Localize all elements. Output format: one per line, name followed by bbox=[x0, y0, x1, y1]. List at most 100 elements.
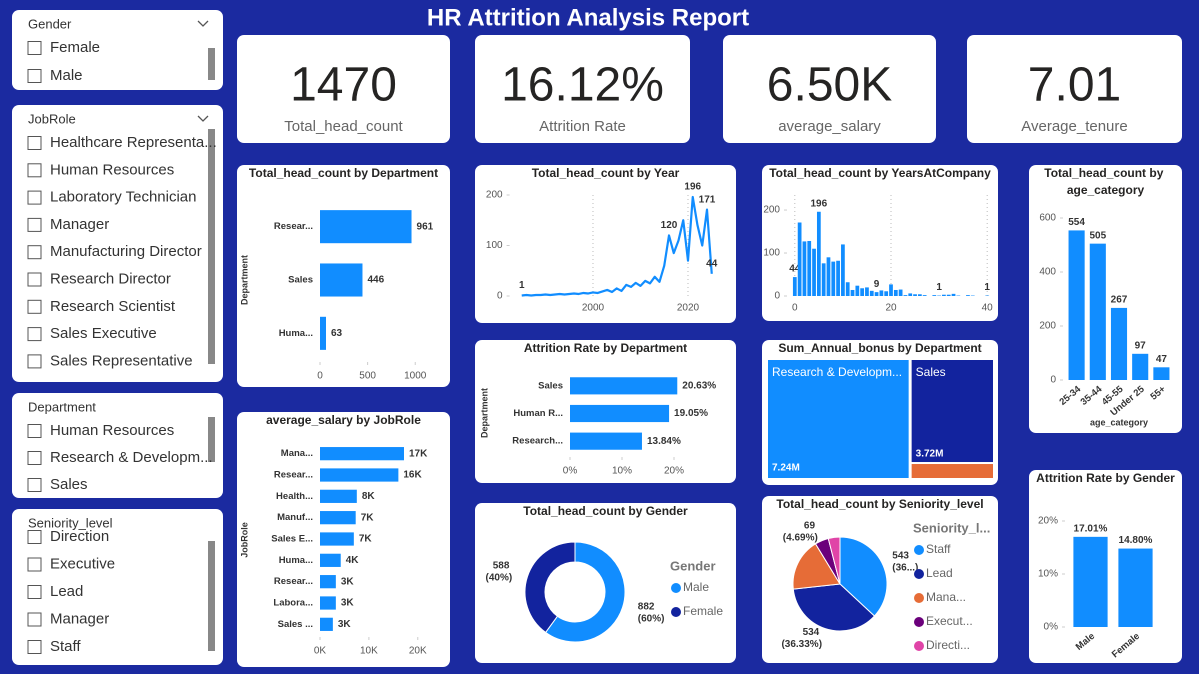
slicer-item[interactable]: Male bbox=[50, 67, 83, 84]
scrollbar[interactable] bbox=[208, 129, 215, 364]
bar bbox=[942, 294, 946, 296]
scrollbar[interactable] bbox=[208, 541, 215, 651]
checkbox[interactable] bbox=[27, 190, 42, 205]
checkbox[interactable] bbox=[27, 557, 42, 572]
tile-value: 7.24M bbox=[772, 463, 800, 474]
legend-label[interactable]: Male bbox=[683, 580, 709, 594]
slicer-item[interactable]: Executive bbox=[50, 555, 115, 572]
legend-label[interactable]: Lead bbox=[926, 566, 953, 580]
y-tick-label: 100 bbox=[486, 240, 503, 251]
bar bbox=[320, 511, 356, 525]
legend-swatch[interactable] bbox=[914, 545, 924, 555]
y-tick-label: Resear... bbox=[274, 576, 313, 587]
y-tick-label: Manuf... bbox=[277, 512, 313, 523]
checkbox[interactable] bbox=[27, 69, 42, 83]
y-tick-label: Sales E... bbox=[271, 534, 313, 545]
slicer-item[interactable]: Staff bbox=[50, 638, 81, 655]
kpi-value: 7.01 bbox=[1028, 59, 1121, 112]
checkbox[interactable] bbox=[27, 163, 42, 178]
scrollbar[interactable] bbox=[208, 417, 215, 462]
bar bbox=[812, 248, 816, 296]
checkbox[interactable] bbox=[27, 354, 42, 369]
x-tick-label: 20 bbox=[885, 303, 897, 314]
legend-swatch[interactable] bbox=[671, 583, 681, 593]
legend-swatch[interactable] bbox=[914, 617, 924, 627]
checkbox[interactable] bbox=[27, 530, 42, 544]
bar bbox=[826, 257, 831, 296]
legend-label[interactable]: Mana... bbox=[926, 590, 966, 604]
checkbox[interactable] bbox=[27, 136, 42, 150]
checkbox[interactable] bbox=[27, 451, 42, 465]
slicer-item[interactable]: Human Resources bbox=[50, 422, 174, 439]
bar bbox=[889, 284, 893, 296]
legend-label[interactable]: Execut... bbox=[926, 614, 973, 628]
checkbox[interactable] bbox=[27, 585, 42, 599]
kpi-card bbox=[967, 35, 1182, 143]
slicer-item[interactable]: Lead bbox=[50, 583, 83, 600]
data-label: 3K bbox=[341, 598, 355, 609]
y-tick-label: 200 bbox=[763, 205, 780, 216]
checkbox[interactable] bbox=[27, 217, 42, 232]
legend-swatch[interactable] bbox=[914, 641, 924, 651]
slicer-item[interactable]: Human Resources bbox=[50, 161, 174, 178]
y-axis-label: JobRole bbox=[239, 522, 249, 558]
y-tick-label: 600 bbox=[1039, 213, 1056, 224]
bar bbox=[570, 404, 670, 423]
checkbox[interactable] bbox=[27, 299, 42, 314]
legend-label[interactable]: Directi... bbox=[926, 638, 970, 652]
slicer-item[interactable]: Laboratory Technician bbox=[50, 189, 196, 206]
slicer-item[interactable]: Manager bbox=[50, 610, 109, 627]
bar bbox=[320, 316, 326, 350]
chevron-icon[interactable] bbox=[197, 20, 209, 27]
chart-title: Total_head_count by YearsAtCompany bbox=[769, 166, 991, 180]
legend-label[interactable]: Staff bbox=[926, 542, 951, 556]
slicer-item[interactable]: Sales Executive bbox=[50, 325, 157, 342]
bar bbox=[821, 263, 826, 296]
kpi-card bbox=[475, 35, 690, 143]
slicer-item[interactable]: Female bbox=[50, 39, 100, 56]
checkbox[interactable] bbox=[27, 41, 42, 55]
checkbox[interactable] bbox=[27, 424, 42, 438]
data-label: 171 bbox=[699, 194, 716, 205]
slicer-panel bbox=[12, 105, 223, 382]
slicer-item[interactable]: Manager bbox=[50, 216, 109, 233]
chart-title: Total_head_count by Department bbox=[249, 166, 438, 180]
bar bbox=[1132, 353, 1149, 380]
kpi-value: 6.50K bbox=[767, 59, 892, 112]
scrollbar[interactable] bbox=[208, 48, 215, 80]
slicer-item[interactable]: Sales bbox=[50, 476, 88, 493]
checkbox[interactable] bbox=[27, 327, 42, 342]
data-label: 554 bbox=[1068, 217, 1085, 228]
chevron-icon[interactable] bbox=[197, 115, 209, 122]
x-tick-label: 2000 bbox=[582, 303, 605, 314]
checkbox[interactable] bbox=[27, 272, 42, 287]
bar bbox=[320, 210, 412, 244]
bar bbox=[570, 377, 678, 395]
slicer-item[interactable]: Research Scientist bbox=[50, 298, 176, 315]
legend-label[interactable]: Female bbox=[683, 604, 723, 618]
slicer-item[interactable]: Sales Representative bbox=[50, 352, 193, 369]
legend-swatch[interactable] bbox=[914, 593, 924, 603]
checkbox[interactable] bbox=[27, 640, 42, 654]
y-tick-label: Resear... bbox=[274, 221, 313, 232]
slicer-item[interactable]: Healthcare Representa... bbox=[50, 134, 217, 151]
slicer-item[interactable]: Research & Developm... bbox=[50, 449, 213, 466]
x-tick-label: 0 bbox=[317, 371, 323, 382]
kpi-label: Average_tenure bbox=[1021, 118, 1127, 135]
bar bbox=[320, 489, 357, 503]
checkbox[interactable] bbox=[27, 612, 42, 627]
slicer-item[interactable]: Research Director bbox=[50, 270, 171, 287]
checkbox[interactable] bbox=[27, 478, 42, 492]
legend-swatch[interactable] bbox=[914, 569, 924, 579]
slicer-item[interactable]: Direction bbox=[50, 528, 109, 545]
bar bbox=[879, 290, 884, 296]
legend-swatch[interactable] bbox=[671, 607, 681, 617]
slice bbox=[792, 543, 841, 590]
data-label: 3K bbox=[341, 576, 355, 587]
legend-title: Seniority_l... bbox=[913, 520, 990, 535]
data-label: 1 bbox=[936, 282, 942, 293]
slicer-item[interactable]: Manufacturing Director bbox=[50, 243, 202, 260]
x-tick-label: 40 bbox=[982, 303, 994, 314]
checkbox[interactable] bbox=[27, 245, 42, 260]
